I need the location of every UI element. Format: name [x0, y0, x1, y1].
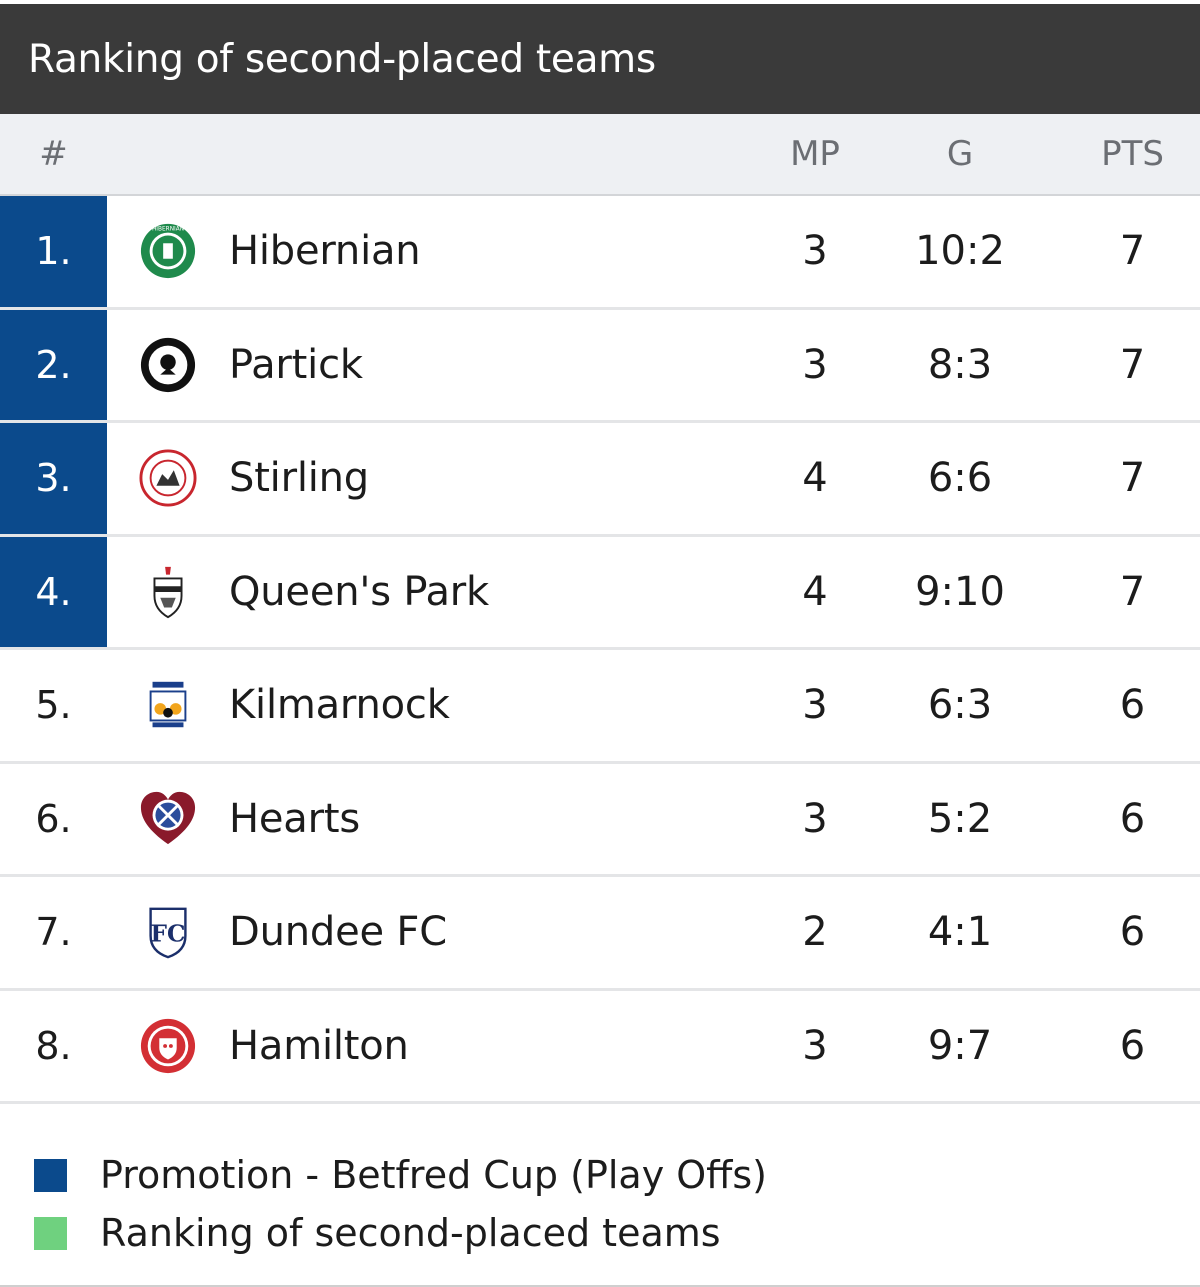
svg-text:FC: FC — [151, 921, 186, 948]
team-name[interactable]: Kilmarnock — [229, 682, 450, 729]
points: 6 — [1119, 682, 1146, 729]
table-title: Ranking of second-placed teams — [28, 36, 656, 82]
header-rank: # — [39, 134, 68, 174]
promotion-swatch-icon — [34, 1158, 67, 1192]
table-row[interactable]: 2. Partick 3 8:3 7 — [0, 309, 1200, 423]
matches-played: 3 — [802, 682, 828, 729]
goals: 6:3 — [927, 682, 993, 729]
stirling-crest-icon — [107, 449, 229, 507]
points: 7 — [1119, 341, 1146, 388]
row-rank: 8. — [35, 1023, 72, 1068]
matches-played: 3 — [802, 341, 828, 388]
table-header: # MP G PTS — [0, 114, 1200, 196]
legend-label: Ranking of second-placed teams — [100, 1211, 721, 1255]
points: 6 — [1119, 909, 1146, 956]
points: 7 — [1119, 228, 1146, 275]
matches-played: 2 — [802, 909, 828, 956]
top-edge — [0, 0, 1200, 4]
hibernian-crest-icon: HIBERNIAN — [107, 222, 229, 280]
points: 7 — [1119, 455, 1146, 502]
row-rank: 1. — [0, 196, 107, 307]
header-mp: MP — [790, 134, 840, 174]
points: 6 — [1119, 795, 1146, 842]
table-row[interactable]: 3. Stirling 4 6:6 7 — [0, 423, 1200, 537]
table-row[interactable]: 5. Kilmarnock 3 6:3 6 — [0, 650, 1200, 764]
goals: 4:1 — [927, 909, 993, 956]
team-name[interactable]: Queen's Park — [229, 568, 490, 615]
header-goals: G — [946, 134, 974, 174]
table-row[interactable]: 4. Queen's Park 4 9:10 7 — [0, 536, 1200, 650]
points: 7 — [1119, 568, 1146, 615]
goals: 6:6 — [927, 455, 993, 502]
goals: 8:3 — [927, 341, 993, 388]
goals: 9:7 — [927, 1022, 993, 1069]
team-name[interactable]: Dundee FC — [229, 909, 447, 956]
row-rank: 5. — [35, 683, 72, 728]
row-rank: 6. — [35, 796, 72, 841]
team-name[interactable]: Hamilton — [229, 1022, 409, 1069]
team-name[interactable]: Hearts — [229, 795, 360, 842]
matches-played: 3 — [802, 795, 828, 842]
legend: Promotion - Betfred Cup (Play Offs) Rank… — [0, 1104, 1200, 1262]
title-bar: Ranking of second-placed teams — [0, 4, 1200, 114]
queens-park-crest-icon — [107, 563, 229, 621]
goals: 9:10 — [915, 568, 1005, 615]
header-points: PTS — [1101, 134, 1164, 174]
table-row[interactable]: 1. HIBERNIAN Hibernian 3 10:2 7 — [0, 196, 1200, 310]
goals: 10:2 — [915, 228, 1005, 275]
legend-item-second-place: Ranking of second-placed teams — [34, 1204, 1200, 1262]
standings-rows: 1. HIBERNIAN Hibernian 3 10:2 7 2. — [0, 196, 1200, 1104]
team-name[interactable]: Hibernian — [229, 228, 421, 275]
team-name[interactable]: Stirling — [229, 455, 370, 502]
row-rank: 4. — [0, 536, 107, 647]
table-row[interactable]: 7. FC Dundee FC 2 4:1 6 — [0, 877, 1200, 991]
second-place-swatch-icon — [34, 1216, 67, 1250]
legend-item-promotion: Promotion - Betfred Cup (Play Offs) — [34, 1146, 1200, 1204]
partick-crest-icon — [107, 336, 229, 394]
points: 6 — [1119, 1022, 1146, 1069]
matches-played: 3 — [802, 228, 828, 275]
kilmarnock-crest-icon — [107, 676, 229, 734]
matches-played: 4 — [802, 568, 828, 615]
row-rank: 7. — [35, 910, 72, 955]
row-rank: 2. — [0, 309, 107, 420]
matches-played: 4 — [802, 455, 828, 502]
legend-label: Promotion - Betfred Cup (Play Offs) — [100, 1153, 767, 1197]
team-name[interactable]: Partick — [229, 341, 363, 388]
row-rank: 3. — [0, 423, 107, 534]
goals: 5:2 — [927, 795, 993, 842]
table-row[interactable]: 6. Hearts 3 5:2 6 — [0, 764, 1200, 877]
table-row[interactable]: 8. Hamilton 3 9:7 6 — [0, 991, 1200, 1104]
hearts-crest-icon — [107, 790, 229, 848]
svg-text:HIBERNIAN: HIBERNIAN — [152, 227, 184, 233]
matches-played: 3 — [802, 1022, 828, 1069]
dundee-crest-icon: FC — [107, 903, 229, 961]
hamilton-crest-icon — [107, 1017, 229, 1075]
